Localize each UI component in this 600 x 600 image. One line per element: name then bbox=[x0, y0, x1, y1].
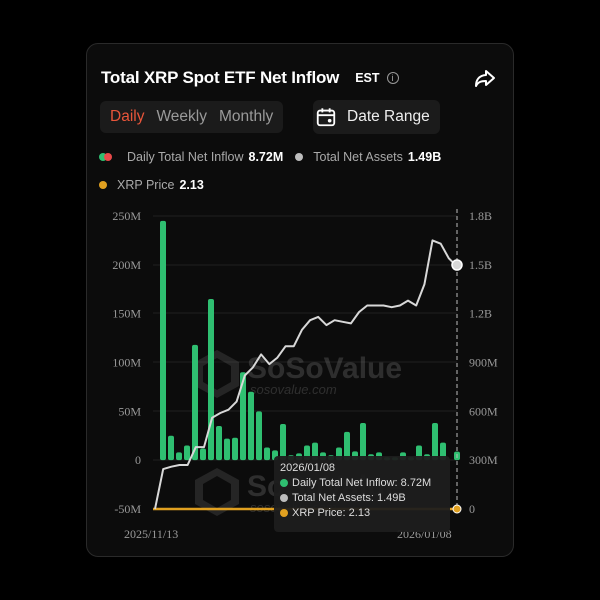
legend-row-1: Daily Total Net Inflow 8.72M Total Net A… bbox=[99, 150, 441, 164]
svg-text:200M: 200M bbox=[112, 258, 141, 272]
legend-row-2: XRP Price 2.13 bbox=[99, 178, 204, 192]
inflow-bar[interactable] bbox=[232, 437, 238, 461]
svg-text:0: 0 bbox=[469, 502, 475, 516]
tooltip-assets-label: Total Net Assets: bbox=[292, 492, 374, 504]
price-legend-value: 2.13 bbox=[179, 178, 204, 192]
timezone-label: EST bbox=[355, 71, 380, 85]
right-axis-labels: 1.8B 1.5B 1.2B 900M 600M 300M 0 bbox=[469, 209, 498, 516]
info-icon[interactable]: i bbox=[386, 72, 399, 84]
svg-text:1.5B: 1.5B bbox=[469, 258, 492, 272]
price-legend-icon[interactable] bbox=[99, 181, 107, 189]
price-dot-icon bbox=[280, 509, 288, 517]
tooltip-inflow-label: Daily Total Net Inflow: bbox=[292, 477, 398, 489]
tooltip-price-label: XRP Price: bbox=[292, 507, 346, 519]
header: Total XRP Spot ETF Net Inflow EST i bbox=[101, 66, 499, 90]
svg-text:900M: 900M bbox=[469, 356, 498, 370]
inflow-bar[interactable] bbox=[264, 447, 270, 461]
assets-marker bbox=[451, 259, 463, 271]
inflow-bar[interactable] bbox=[440, 442, 446, 461]
svg-text:0: 0 bbox=[135, 453, 141, 467]
assets-legend-icon[interactable] bbox=[295, 153, 304, 161]
svg-text:150M: 150M bbox=[112, 307, 141, 321]
svg-text:300M: 300M bbox=[469, 453, 498, 467]
inflow-bar[interactable] bbox=[216, 425, 222, 461]
price-marker bbox=[452, 504, 462, 514]
svg-text:1.8B: 1.8B bbox=[469, 209, 492, 223]
inflow-bar[interactable] bbox=[224, 438, 230, 461]
svg-text:-50M: -50M bbox=[114, 502, 141, 516]
tooltip-inflow-value: 8.72M bbox=[400, 477, 432, 489]
inflow-bar[interactable] bbox=[360, 423, 366, 461]
tab-daily[interactable]: Daily bbox=[110, 108, 145, 125]
svg-text:1.2B: 1.2B bbox=[469, 307, 492, 321]
svg-text:sosovalue.com: sosovalue.com bbox=[250, 382, 337, 397]
tab-monthly[interactable]: Monthly bbox=[219, 108, 274, 125]
svg-text:SoSoValue: SoSoValue bbox=[247, 352, 402, 385]
price-legend-label: XRP Price bbox=[117, 178, 175, 192]
inflow-bar[interactable] bbox=[160, 220, 166, 461]
assets-dot-icon bbox=[280, 494, 288, 502]
svg-text:50M: 50M bbox=[118, 404, 141, 418]
inflow-bar[interactable] bbox=[176, 452, 182, 461]
date-range-label: Date Range bbox=[347, 108, 430, 125]
tab-weekly[interactable]: Weekly bbox=[156, 108, 207, 125]
share-icon[interactable] bbox=[473, 66, 497, 90]
date-range-button[interactable]: Date Range bbox=[313, 100, 440, 134]
inflow-legend-label: Daily Total Net Inflow bbox=[127, 150, 244, 164]
inflow-bar[interactable] bbox=[256, 411, 262, 461]
inflow-legend-value: 8.72M bbox=[248, 150, 284, 164]
inflow-bar[interactable] bbox=[192, 344, 198, 461]
left-axis-labels: 250M 200M 150M 100M 50M 0 -50M bbox=[112, 209, 141, 516]
inflow-bar[interactable] bbox=[248, 391, 254, 461]
inflow-bar[interactable] bbox=[280, 424, 286, 461]
inflow-bar[interactable] bbox=[312, 442, 318, 461]
inflow-bar[interactable] bbox=[432, 423, 438, 461]
chart-tooltip: 2026/01/08 Daily Total Net Inflow: 8.72M… bbox=[274, 456, 450, 532]
inflow-bar[interactable] bbox=[344, 431, 350, 461]
inflow-bar[interactable] bbox=[240, 372, 246, 461]
period-tabs: Daily Weekly Monthly bbox=[100, 101, 284, 133]
svg-text:250M: 250M bbox=[112, 209, 141, 223]
inflow-bar[interactable] bbox=[184, 445, 190, 461]
tooltip-price-value: 2.13 bbox=[348, 507, 371, 519]
inflow-bar[interactable] bbox=[168, 435, 174, 461]
calendar-icon bbox=[316, 108, 336, 127]
tooltip-date: 2026/01/08 bbox=[280, 462, 336, 474]
svg-text:600M: 600M bbox=[469, 404, 498, 418]
inflow-dot-icon bbox=[280, 479, 288, 487]
inflow-bars[interactable] bbox=[160, 220, 460, 461]
svg-text:100M: 100M bbox=[112, 356, 141, 370]
etf-inflow-card: Total XRP Spot ETF Net Inflow EST i Dail… bbox=[86, 43, 514, 557]
inflow-legend-icon[interactable] bbox=[99, 152, 115, 162]
inflow-bar[interactable] bbox=[208, 299, 214, 461]
inflow-bar[interactable] bbox=[200, 448, 206, 461]
net-assets-line[interactable] bbox=[154, 239, 458, 510]
x-axis-start-label: 2025/11/13 bbox=[124, 527, 178, 541]
tooltip-assets-value: 1.49B bbox=[377, 492, 406, 504]
assets-legend-value: 1.49B bbox=[407, 150, 442, 164]
assets-legend-label: Total Net Assets bbox=[313, 150, 403, 164]
page-title: Total XRP Spot ETF Net Inflow bbox=[101, 68, 340, 87]
